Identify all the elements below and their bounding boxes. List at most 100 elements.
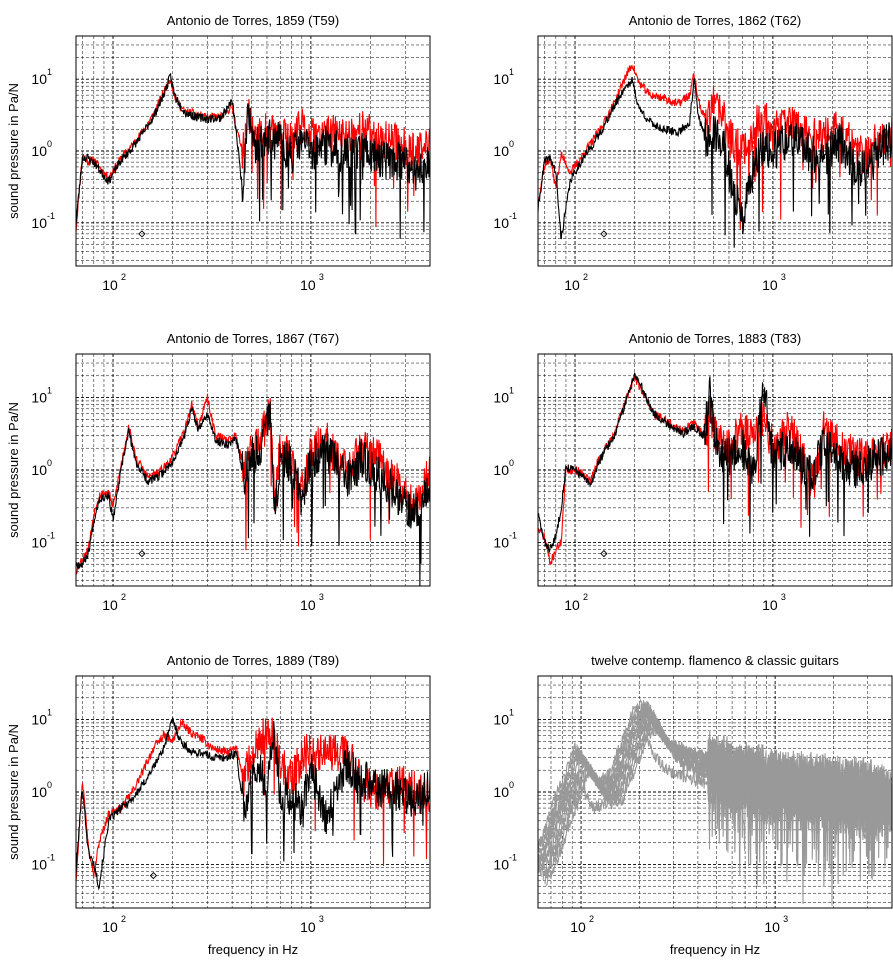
x-tick-label: 10 — [764, 919, 780, 935]
series-line-2 — [76, 717, 430, 891]
y-tick-exponent: 0 — [509, 780, 514, 790]
series-group — [538, 698, 892, 906]
chart-title: Antonio de Torres, 1867 (T67) — [167, 331, 339, 346]
x-axis-label: frequency in Hz — [208, 942, 298, 957]
y-tick-exponent: 0 — [47, 780, 52, 790]
y-tick-exponent: 1 — [47, 67, 52, 77]
series-line-11 — [544, 719, 892, 904]
y-tick-exponent: -1 — [509, 211, 517, 221]
series-line-2 — [538, 372, 892, 554]
y-tick-label: 10 — [31, 784, 47, 800]
grid — [538, 354, 892, 586]
plot-frame — [75, 353, 431, 587]
y-tick-label: 10 — [31, 215, 47, 231]
series-line-2 — [76, 72, 430, 239]
y-tick-label: 10 — [493, 462, 509, 478]
series-line-12 — [538, 704, 892, 870]
x-tick-label: 10 — [570, 919, 586, 935]
y-tick-label: 10 — [31, 462, 47, 478]
x-tick-label: 10 — [564, 597, 580, 613]
x-tick-exponent: 3 — [783, 914, 788, 924]
y-tick-exponent: -1 — [509, 852, 517, 862]
y-tick-exponent: 1 — [47, 708, 52, 718]
plot-frame — [75, 35, 431, 267]
y-tick-label: 10 — [493, 856, 509, 872]
x-tick-exponent: 3 — [319, 914, 324, 924]
x-tick-label: 10 — [762, 597, 778, 613]
plot-frame — [75, 675, 431, 909]
y-tick-exponent: 1 — [509, 386, 514, 396]
y-tick-exponent: 0 — [47, 139, 52, 149]
marker-point — [138, 230, 146, 238]
chart-title: Antonio de Torres, 1889 (T89) — [167, 653, 339, 668]
y-tick-label: 10 — [31, 71, 47, 87]
series-group — [538, 372, 892, 565]
x-tick-exponent: 2 — [583, 272, 588, 282]
y-tick-label: 10 — [31, 856, 47, 872]
y-tick-label: 10 — [31, 712, 47, 728]
marker-point — [149, 871, 158, 880]
x-tick-label: 10 — [102, 597, 118, 613]
x-tick-label: 10 — [300, 919, 316, 935]
x-tick-exponent: 2 — [121, 592, 126, 602]
y-tick-label: 10 — [493, 390, 509, 406]
x-tick-label: 10 — [300, 597, 316, 613]
x-tick-label: 10 — [102, 277, 118, 293]
series-group — [76, 393, 430, 586]
x-tick-label: 10 — [300, 277, 316, 293]
y-tick-label: 10 — [493, 712, 509, 728]
y-tick-exponent: 1 — [509, 708, 514, 718]
y-tick-label: 10 — [493, 71, 509, 87]
x-tick-label: 10 — [564, 277, 580, 293]
x-tick-exponent: 2 — [589, 914, 594, 924]
chart-title: twelve contemp. flamenco & classic guita… — [591, 653, 839, 668]
y-tick-exponent: -1 — [47, 211, 55, 221]
series-line-1 — [538, 373, 892, 565]
marker-point — [600, 549, 608, 558]
plot-frame — [537, 675, 893, 909]
x-axis-label: frequency in Hz — [670, 942, 760, 957]
y-tick-exponent: 0 — [47, 458, 52, 468]
x-tick-label: 10 — [762, 277, 778, 293]
y-tick-label: 10 — [493, 784, 509, 800]
series-group — [538, 64, 892, 248]
x-tick-label: 10 — [102, 919, 118, 935]
chart-title: Antonio de Torres, 1883 (T83) — [629, 331, 801, 346]
y-tick-label: 10 — [31, 390, 47, 406]
y-axis-label: sound pressure in Pa/N — [6, 402, 21, 538]
chart-title: Antonio de Torres, 1862 (T62) — [629, 13, 801, 28]
grid — [76, 354, 430, 586]
series-group — [76, 717, 430, 891]
x-tick-exponent: 3 — [781, 272, 786, 282]
series-line-1 — [76, 717, 430, 883]
x-tick-exponent: 3 — [781, 592, 786, 602]
y-tick-exponent: -1 — [47, 530, 55, 540]
y-tick-label: 10 — [31, 143, 47, 159]
y-tick-label: 10 — [493, 143, 509, 159]
y-tick-label: 10 — [493, 215, 509, 231]
x-tick-exponent: 3 — [319, 272, 324, 282]
x-tick-exponent: 3 — [319, 592, 324, 602]
series-line-2 — [76, 400, 430, 586]
marker-point — [138, 549, 146, 558]
plot-frame — [537, 353, 893, 587]
y-tick-exponent: -1 — [509, 530, 517, 540]
panel-6: twelve contemp. flamenco & classic guita… — [493, 653, 893, 957]
y-tick-label: 10 — [493, 534, 509, 550]
y-tick-label: 10 — [31, 534, 47, 550]
series-line-2 — [538, 76, 892, 248]
marker-point — [600, 230, 608, 238]
y-axis-label: sound pressure in Pa/N — [6, 724, 21, 860]
plot-frame — [537, 35, 893, 267]
y-tick-exponent: 1 — [509, 67, 514, 77]
y-tick-exponent: 0 — [509, 458, 514, 468]
y-tick-exponent: 0 — [509, 139, 514, 149]
y-tick-exponent: 1 — [47, 386, 52, 396]
x-tick-exponent: 2 — [583, 592, 588, 602]
